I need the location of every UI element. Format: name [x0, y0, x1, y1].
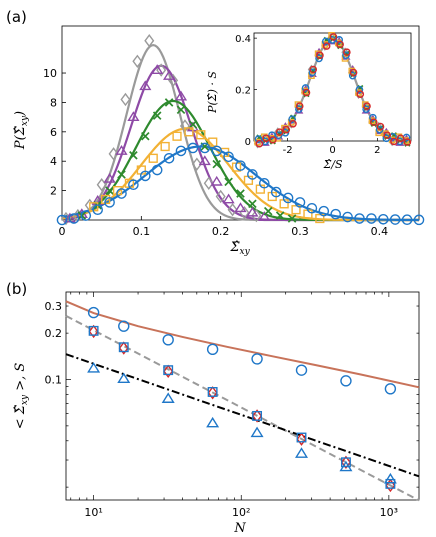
panel-b-fit-lines: [66, 301, 419, 500]
panel-b-point-circle: [252, 354, 262, 364]
panel-b-markers: [88, 308, 395, 491]
inset-x-tick-label: -2: [283, 145, 293, 156]
panel-b-x-tick-label: 10²: [232, 506, 250, 519]
panel-b-point-circle: [297, 365, 307, 375]
panel-b-point-circle: [385, 384, 395, 394]
panel-a-x-axis-label: Σ̂xy: [229, 240, 250, 257]
panel-a-y-tick-label: 6: [50, 126, 57, 139]
inset-frame: [254, 33, 411, 141]
panel-a-point-triangle: [212, 177, 222, 185]
panel-a-x-tick-label: 0.2: [212, 225, 230, 238]
panel-b-point-triangle: [385, 474, 396, 483]
panel-a-point-x: [265, 208, 272, 215]
panel-a: (a) 0 0.1 0.2 0.3 0.4 2 4 6 8 10 P(Σ̂xy) Σ̂xy -2 0…: [6, 8, 424, 257]
inset-y-tick-label: 0: [245, 137, 251, 148]
panel-a-y-tick-label: 4: [50, 155, 57, 168]
panel-b-point-triangle: [207, 418, 218, 427]
panel-b-y-tick-label: 0.3: [45, 300, 63, 313]
panel-a-y-tick-label: 8: [50, 96, 57, 109]
panel-a-point-square: [161, 143, 169, 151]
inset: -2 0 2 0 0.2 0.4 P(Σ̂) · S Σ̂/S: [206, 33, 411, 171]
panel-b-point-triangle: [163, 394, 174, 403]
panel-a-y-tick-label: 2: [50, 185, 57, 198]
panel-a-point-square: [149, 154, 157, 162]
panel-a-point-circle: [331, 210, 340, 219]
panel-b-y-tick-label: 0.2: [45, 327, 63, 340]
inset-x-axis-label: Σ̂/S: [322, 158, 342, 171]
panel-b-fit-line-dashdot: [66, 354, 419, 476]
panel-a-y-tick-label: 10: [43, 67, 57, 80]
panel-a-fit-curve-3: [62, 129, 419, 220]
panel-a-x-tick-label: 0: [59, 225, 66, 238]
inset-y-axis-label: P(Σ̂) · S: [206, 71, 219, 114]
panel-a-label: (a): [6, 8, 27, 26]
panel-b-x-tick-label: 10³: [380, 506, 398, 519]
panel-a-point-square: [173, 132, 181, 140]
panel-b: (b) 10¹ 10² 10³ 0.1 0.2 0.3 < Σ̂xy >, S N: [6, 280, 419, 536]
inset-y-tick-label: 0.2: [235, 86, 251, 97]
panel-b-point-triangle: [252, 428, 263, 437]
panel-b-y-tick-label: 0.1: [45, 373, 63, 386]
panel-a-x-tick-label: 0.4: [371, 225, 389, 238]
panel-b-label: (b): [6, 280, 27, 298]
panel-a-y-axis-label: P(Σ̂xy): [13, 111, 30, 150]
panel-a-x-tick-label: 0.1: [133, 225, 151, 238]
panel-b-x-tick-label: 10¹: [84, 506, 102, 519]
inset-x-tick-label: 2: [374, 145, 380, 156]
inset-x-tick-label: 0: [329, 145, 335, 156]
panel-b-point-circle: [163, 335, 173, 345]
panel-b-point-circle: [341, 376, 351, 386]
panel-b-y-axis-label: < Σ̂xy >, S: [13, 363, 30, 430]
panel-b-axes: 10¹ 10² 10³ 0.1 0.2 0.3: [45, 292, 420, 519]
panel-a-point-x: [118, 171, 125, 178]
panel-b-point-triangle: [296, 449, 307, 458]
panel-a-x-tick-label: 0.3: [291, 225, 309, 238]
inset-y-tick-label: 0.4: [235, 34, 251, 45]
panel-b-x-axis-label: N: [233, 521, 246, 536]
panel-b-point-circle: [208, 344, 218, 354]
